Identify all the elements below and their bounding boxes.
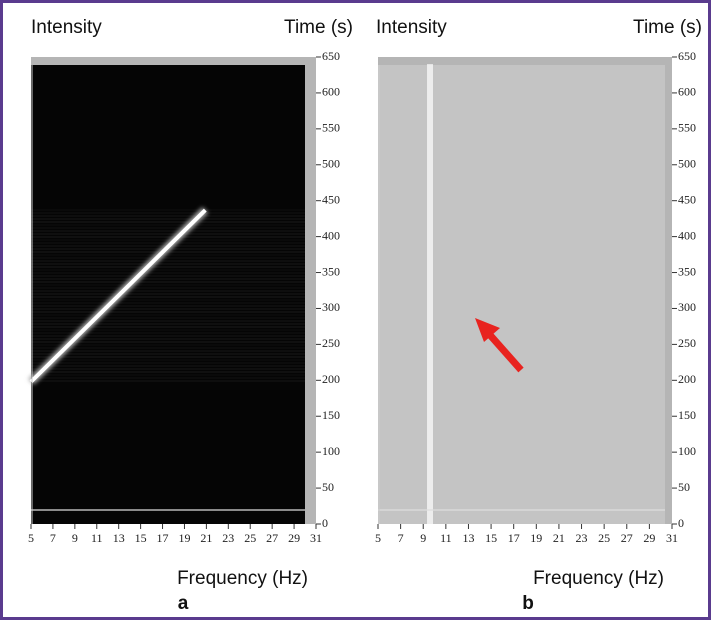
y-tick-label: 50 <box>678 480 690 494</box>
x-tick-label: 5 <box>28 531 34 545</box>
z-label: Intensity <box>31 17 102 38</box>
x-tick-label: 5 <box>375 531 381 545</box>
x-tick-label: 17 <box>508 531 520 545</box>
y-tick-label: 150 <box>678 408 696 422</box>
y-tick-label: 0 <box>678 516 684 530</box>
x-tick-label: 9 <box>420 531 426 545</box>
y-tick-label: 450 <box>678 192 696 206</box>
x-tick-label: 15 <box>485 531 497 545</box>
x-tick-label: 27 <box>621 531 633 545</box>
y-tick-label: 350 <box>322 264 340 278</box>
panel: Intensity Time (s) 0 50 100 150 200 250 300 350 40… <box>28 17 353 614</box>
x-axis-label: Frequency (Hz) <box>533 568 664 589</box>
arrow <box>475 318 524 373</box>
x-tick-label: 13 <box>113 531 125 545</box>
x-tick-label: 19 <box>178 531 190 545</box>
x-tick-label: 21 <box>553 531 565 545</box>
y-tick-label: 250 <box>322 336 340 350</box>
y-tick-label: 600 <box>678 85 696 99</box>
x-tick-label: 29 <box>288 531 300 545</box>
trace <box>29 208 207 384</box>
y-tick-label: 100 <box>678 444 696 458</box>
y-tick-label: 50 <box>322 480 334 494</box>
y-tick-label: 400 <box>678 228 696 242</box>
y-tick-label: 150 <box>322 408 340 422</box>
y-tick-label: 300 <box>322 300 340 314</box>
y-tick-label: 300 <box>678 300 696 314</box>
x-tick-label: 31 <box>310 531 322 545</box>
x-tick-label: 11 <box>440 531 452 545</box>
y-tick-label: 650 <box>678 49 696 63</box>
panel-label: a <box>178 593 189 614</box>
x-tick-label: 17 <box>157 531 169 545</box>
y-tick-label: 450 <box>322 192 340 206</box>
y-tick-label: 200 <box>678 372 696 386</box>
x-tick-label: 9 <box>72 531 78 545</box>
panel: Intensity Time (s) 0 50 100 150 200 250 300 350 40… <box>375 17 702 614</box>
x-tick-label: 13 <box>462 531 474 545</box>
x-tick-label: 19 <box>530 531 542 545</box>
x-tick-label: 7 <box>50 531 56 545</box>
y-tick-label: 250 <box>678 336 696 350</box>
y-axis-label: Time (s) <box>633 17 702 38</box>
x-tick-label: 21 <box>200 531 212 545</box>
noise <box>378 65 665 524</box>
x-tick-label: 23 <box>576 531 588 545</box>
z-label: Intensity <box>376 17 447 38</box>
y-tick-label: 0 <box>322 516 328 530</box>
x-tick-label: 31 <box>666 531 678 545</box>
y-tick-label: 550 <box>322 121 340 135</box>
x-tick-label: 29 <box>643 531 655 545</box>
y-tick-label: 600 <box>322 85 340 99</box>
y-tick-label: 100 <box>322 444 340 458</box>
y-tick-label: 500 <box>322 157 340 171</box>
x-tick-label: 23 <box>222 531 234 545</box>
x-axis-label: Frequency (Hz) <box>177 568 308 589</box>
x-tick-label: 7 <box>398 531 404 545</box>
y-tick-label: 550 <box>678 121 696 135</box>
y-tick-label: 200 <box>322 372 340 386</box>
y-tick-label: 500 <box>678 157 696 171</box>
panel-label: b <box>522 593 534 614</box>
y-tick-label: 350 <box>678 264 696 278</box>
x-tick-label: 25 <box>598 531 610 545</box>
x-tick-label: 27 <box>266 531 278 545</box>
x-tick-label: 25 <box>244 531 256 545</box>
y-tick-label: 400 <box>322 228 340 242</box>
y-axis-label: Time (s) <box>284 17 353 38</box>
x-tick-label: 15 <box>135 531 147 545</box>
y-tick-label: 650 <box>322 49 340 63</box>
x-tick-label: 11 <box>91 531 103 545</box>
